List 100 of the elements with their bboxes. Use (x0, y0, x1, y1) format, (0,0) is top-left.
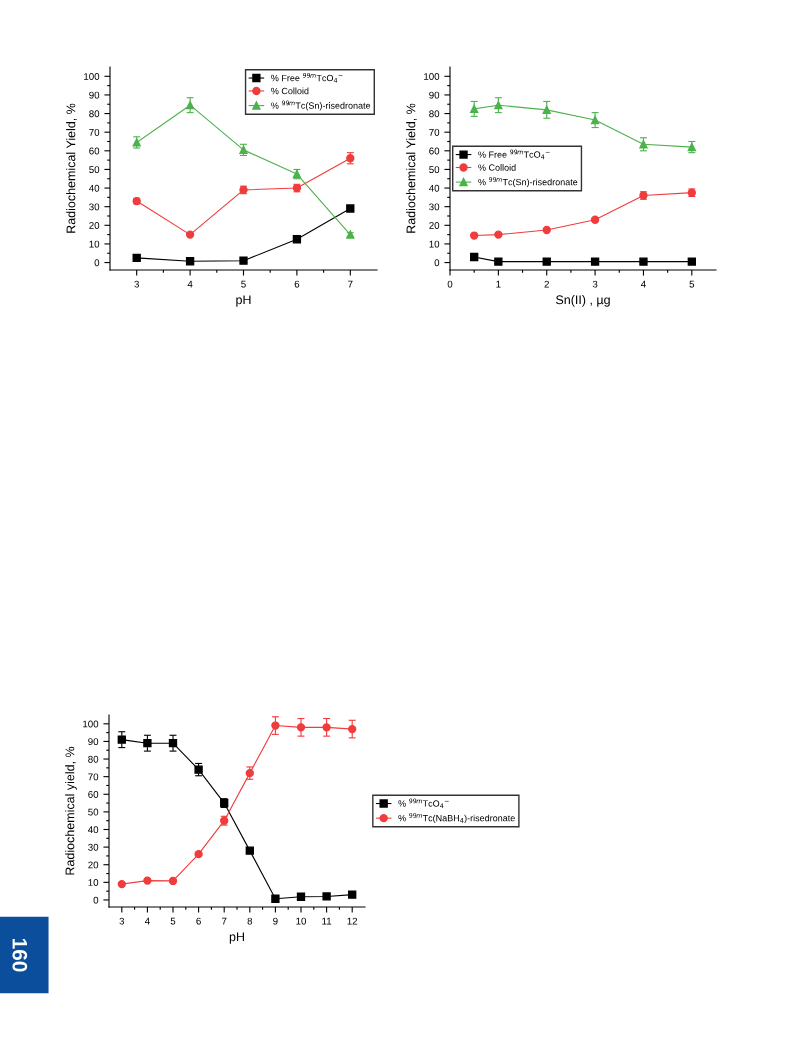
x-tick-label: 10 (296, 917, 307, 925)
y-tick-label: 70 (429, 128, 440, 136)
point (542, 225, 551, 235)
y-tick-label: 50 (429, 166, 440, 174)
x-tick-label: 5 (170, 917, 176, 925)
y-tick-label: 0 (93, 896, 99, 904)
point (185, 101, 195, 110)
point (271, 721, 280, 730)
point (470, 231, 479, 240)
legend-label: % $^{99m}$Tc(NaBH$_{4}$)-risedronate (398, 813, 515, 824)
legend-label: % $^{99m}$Tc(Sn)-risedronate (271, 100, 371, 111)
x-axis-title: pH (229, 932, 244, 944)
y-tick-label: 60 (88, 791, 99, 798)
point (168, 876, 178, 886)
y-tick-label: 80 (89, 110, 100, 118)
y-tick-label: 0 (434, 259, 440, 267)
x-tick-label: 3 (592, 280, 598, 288)
x-tick-label: 3 (119, 917, 125, 925)
point (322, 723, 331, 732)
y-tick-label: 50 (88, 808, 99, 816)
point (117, 735, 126, 744)
point (185, 257, 195, 266)
point (271, 894, 280, 903)
point (346, 204, 355, 213)
legend-label: % $^{99m}$Tc(Sn)-risedronate (478, 177, 578, 188)
x-tick-label: 9 (273, 917, 278, 925)
x-tick-label: 5 (689, 280, 695, 288)
y-tick-label: 90 (89, 91, 100, 99)
y-tick-label: 100 (424, 73, 440, 80)
y-tick-label: 90 (429, 91, 440, 99)
y-axis-title: Radiochemical Yield, % (406, 103, 417, 233)
point (348, 724, 357, 734)
y-tick-label: 60 (89, 147, 100, 155)
y-tick-label: 70 (88, 773, 99, 781)
point (143, 739, 152, 748)
x-axis-title: Sn(II) , µg (556, 295, 610, 307)
y-tick-label: 10 (89, 240, 100, 248)
point (322, 892, 331, 901)
point (132, 253, 141, 263)
y-tick-label: 10 (429, 240, 440, 248)
legend-label: % Free $^{99m}$TcO$_{4}$$^{−}$ (271, 72, 343, 83)
text: 160 (12, 938, 28, 972)
point (245, 846, 254, 855)
x-tick-label: 12 (347, 917, 358, 925)
x-tick-label: 2 (544, 280, 549, 288)
y-tick-label: 60 (429, 147, 440, 155)
point (117, 879, 126, 889)
point (542, 257, 551, 266)
x-tick-label: 6 (196, 917, 201, 925)
y-axis-title: Radiochemical Yield, % (66, 103, 77, 233)
point (470, 252, 479, 262)
y-tick-label: 100 (83, 720, 99, 728)
x-tick-label: 7 (348, 280, 353, 288)
x-axis-title: pH (236, 295, 251, 307)
point (292, 235, 302, 244)
y-tick-label: 40 (88, 184, 100, 192)
y-tick-label: 30 (429, 203, 440, 211)
y-tick-label: 40 (428, 184, 440, 192)
legend-label: % $^{99m}$TcO$_{4}$$^{−}$ (398, 798, 449, 809)
point (348, 890, 357, 899)
point (542, 105, 551, 115)
point (296, 892, 306, 901)
x-tick-label: 5 (241, 280, 246, 288)
point (194, 765, 203, 774)
point (590, 257, 600, 266)
legend-label: % Colloid (478, 164, 516, 171)
y-tick-label: 80 (88, 755, 99, 763)
y-tick-label: 90 (88, 738, 99, 746)
point (494, 101, 503, 110)
legend-label: % Free $^{99m}$TcO$_{4}$$^{−}$ (478, 149, 550, 160)
x-tick-label: 4 (187, 280, 193, 288)
y-tick-label: 20 (88, 861, 99, 869)
point (639, 140, 648, 149)
x-tick-label: 6 (294, 280, 300, 288)
y-tick-label: 20 (89, 222, 100, 229)
point (687, 257, 696, 266)
point (470, 104, 479, 114)
x-tick-label: 4 (640, 280, 646, 288)
y-tick-label: 30 (89, 203, 100, 211)
y-axis-title: Radiochemical yield, % (65, 746, 77, 875)
y-tick-label: 100 (84, 73, 100, 80)
point (143, 876, 152, 885)
x-tick-label: 0 (447, 280, 453, 288)
x-tick-label: 11 (322, 917, 332, 925)
x-tick-label: 1 (496, 280, 501, 288)
legend-label: % Colloid (271, 87, 309, 95)
point (639, 257, 648, 266)
point (494, 257, 503, 266)
y-tick-label: 10 (88, 879, 99, 886)
point (185, 230, 195, 239)
y-tick-label: 0 (94, 259, 100, 267)
point (590, 115, 600, 125)
point (296, 723, 306, 732)
x-tick-label: 3 (134, 280, 139, 288)
y-tick-label: 20 (429, 222, 440, 229)
y-tick-label: 30 (88, 843, 99, 851)
x-tick-label: 8 (247, 917, 253, 925)
x-tick-label: 4 (144, 917, 150, 925)
y-tick-label: 50 (89, 166, 100, 174)
y-tick-label: 70 (89, 128, 100, 136)
